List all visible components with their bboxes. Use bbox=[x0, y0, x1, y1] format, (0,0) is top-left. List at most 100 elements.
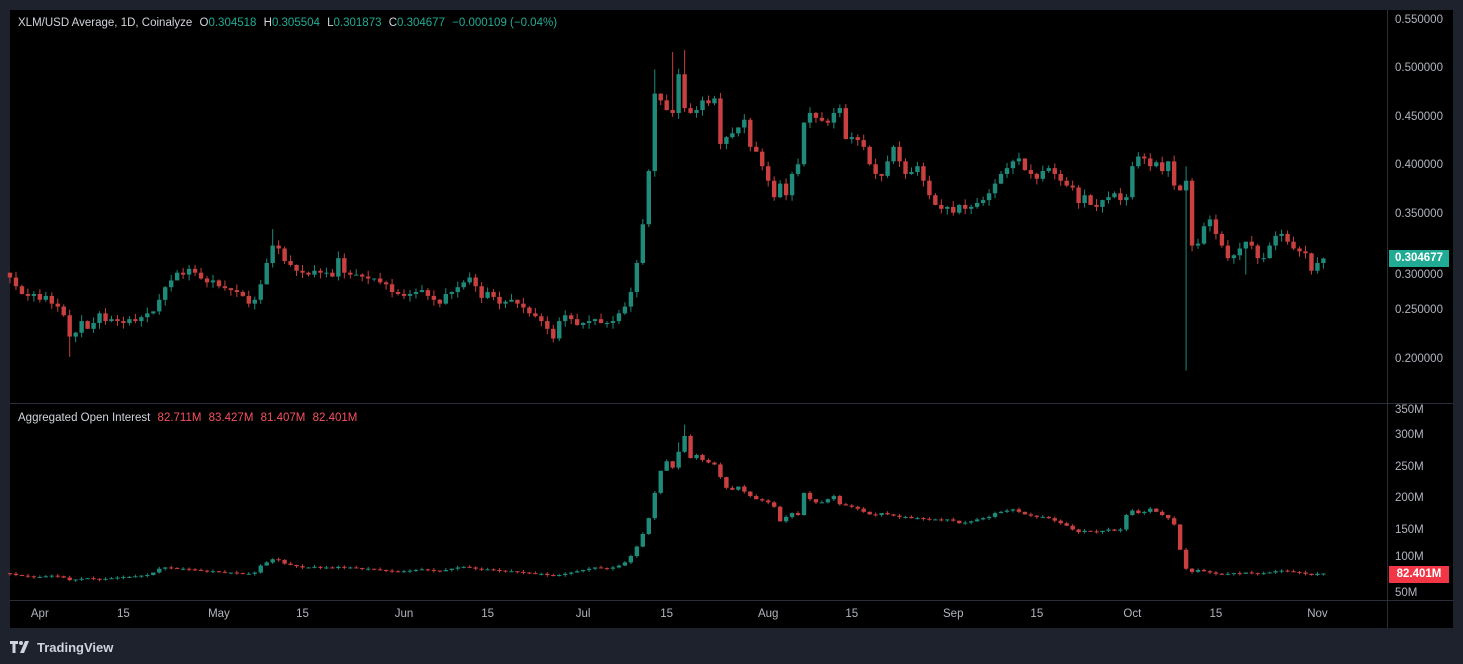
oi-candle bbox=[813, 499, 819, 503]
oi-candle bbox=[401, 571, 407, 573]
brand-name[interactable]: TradingView bbox=[37, 639, 114, 655]
price-candle bbox=[825, 120, 831, 123]
price-axis-label: 0.250000 bbox=[1395, 304, 1443, 317]
oi-candle bbox=[521, 571, 526, 573]
oi-candle bbox=[527, 572, 532, 574]
oi-candle bbox=[980, 518, 986, 520]
price-candle bbox=[1249, 241, 1254, 246]
symbol-title[interactable]: XLM/USD Average, 1D, Coinalyze bbox=[18, 17, 193, 29]
price-candle bbox=[1124, 197, 1129, 201]
oi-candle bbox=[1148, 508, 1153, 512]
price-candle bbox=[527, 307, 532, 314]
oi-title[interactable]: Aggregated Open Interest bbox=[18, 412, 151, 424]
price-candle bbox=[1154, 162, 1159, 167]
oi-candle bbox=[974, 519, 980, 522]
oi-candle bbox=[479, 568, 484, 570]
oi-candle bbox=[1040, 516, 1046, 518]
oi-candle bbox=[312, 566, 317, 568]
oi-candle bbox=[515, 571, 520, 573]
price-candle bbox=[945, 206, 950, 209]
oi-candle bbox=[1076, 529, 1081, 533]
oi-candle bbox=[831, 496, 837, 500]
price-axis-label: 0.300000 bbox=[1395, 269, 1443, 282]
price-candle bbox=[933, 195, 938, 205]
oi-candle bbox=[168, 567, 174, 569]
price-candle bbox=[837, 108, 843, 113]
price-candle bbox=[371, 278, 377, 280]
price-candle bbox=[551, 328, 556, 339]
oi-candle bbox=[55, 575, 60, 577]
oi-candle bbox=[670, 461, 675, 468]
oi-candle bbox=[1094, 531, 1099, 533]
oi-candle bbox=[1285, 570, 1290, 572]
oi-candle bbox=[7, 573, 13, 575]
price-candle bbox=[192, 268, 198, 273]
oi-candle bbox=[13, 573, 19, 576]
oi-candle bbox=[133, 576, 138, 578]
price-candle bbox=[294, 264, 299, 271]
oi-candle bbox=[1022, 511, 1028, 515]
oi-candle bbox=[897, 515, 902, 517]
price-candle bbox=[760, 151, 765, 167]
price-axis-label: 0.400000 bbox=[1395, 159, 1443, 172]
oi-candle bbox=[25, 575, 31, 577]
price-candles bbox=[7, 50, 1326, 371]
oi-candle bbox=[771, 502, 777, 507]
oi-candle bbox=[1070, 525, 1075, 530]
price-candle bbox=[986, 193, 992, 201]
chart-frame bbox=[10, 10, 1453, 628]
price-candle bbox=[389, 284, 395, 293]
price-candle bbox=[968, 206, 974, 209]
price-axis-label: 0.550000 bbox=[1395, 14, 1443, 26]
price-candle bbox=[1118, 193, 1123, 201]
price-candle bbox=[1034, 173, 1040, 179]
price-candle bbox=[1321, 258, 1326, 263]
price-candle bbox=[652, 93, 657, 172]
price-candle bbox=[1297, 248, 1302, 252]
oi-candle bbox=[539, 573, 544, 575]
price-candle bbox=[67, 315, 72, 337]
oi-candle bbox=[360, 568, 365, 570]
price-candle bbox=[724, 137, 729, 144]
oi-candle bbox=[354, 567, 359, 569]
time-axis-label: Jul bbox=[575, 608, 591, 620]
price-candle bbox=[819, 117, 825, 121]
tradingview-logo-icon[interactable] bbox=[10, 641, 32, 653]
price-candle bbox=[586, 321, 592, 324]
oi-candle bbox=[300, 566, 305, 568]
price-candle bbox=[604, 323, 610, 325]
price-candle bbox=[658, 93, 663, 101]
price-candle bbox=[963, 204, 968, 209]
price-candle bbox=[897, 146, 902, 162]
price-candle bbox=[765, 166, 771, 181]
price-candle bbox=[491, 292, 496, 297]
price-candle bbox=[1022, 158, 1028, 171]
price-candle bbox=[1142, 156, 1147, 159]
price-candle bbox=[330, 272, 335, 277]
price-candle bbox=[807, 112, 813, 123]
time-axis-label: 15 bbox=[1030, 608, 1044, 620]
oi-candle bbox=[1291, 571, 1296, 573]
price-candle bbox=[115, 319, 120, 322]
oi-candle bbox=[730, 487, 735, 490]
price-candle bbox=[366, 276, 371, 279]
oi-candle bbox=[67, 577, 72, 581]
oi-candle bbox=[324, 567, 329, 569]
oi-candle bbox=[485, 569, 490, 571]
price-candle bbox=[121, 321, 126, 324]
oi-candle bbox=[646, 518, 651, 534]
price-candle bbox=[461, 282, 466, 288]
oi-candle bbox=[1142, 511, 1147, 514]
price-candle bbox=[1243, 241, 1248, 249]
oi-candle bbox=[443, 569, 449, 572]
price-candle bbox=[425, 290, 431, 296]
oi-candle bbox=[342, 566, 347, 568]
price-candle bbox=[1004, 168, 1010, 174]
price-candle bbox=[592, 319, 598, 322]
price-candle bbox=[55, 303, 60, 307]
oi-candle bbox=[97, 578, 102, 580]
oi-candle bbox=[765, 500, 771, 503]
price-candle bbox=[139, 317, 144, 322]
oi-candle bbox=[407, 570, 413, 572]
